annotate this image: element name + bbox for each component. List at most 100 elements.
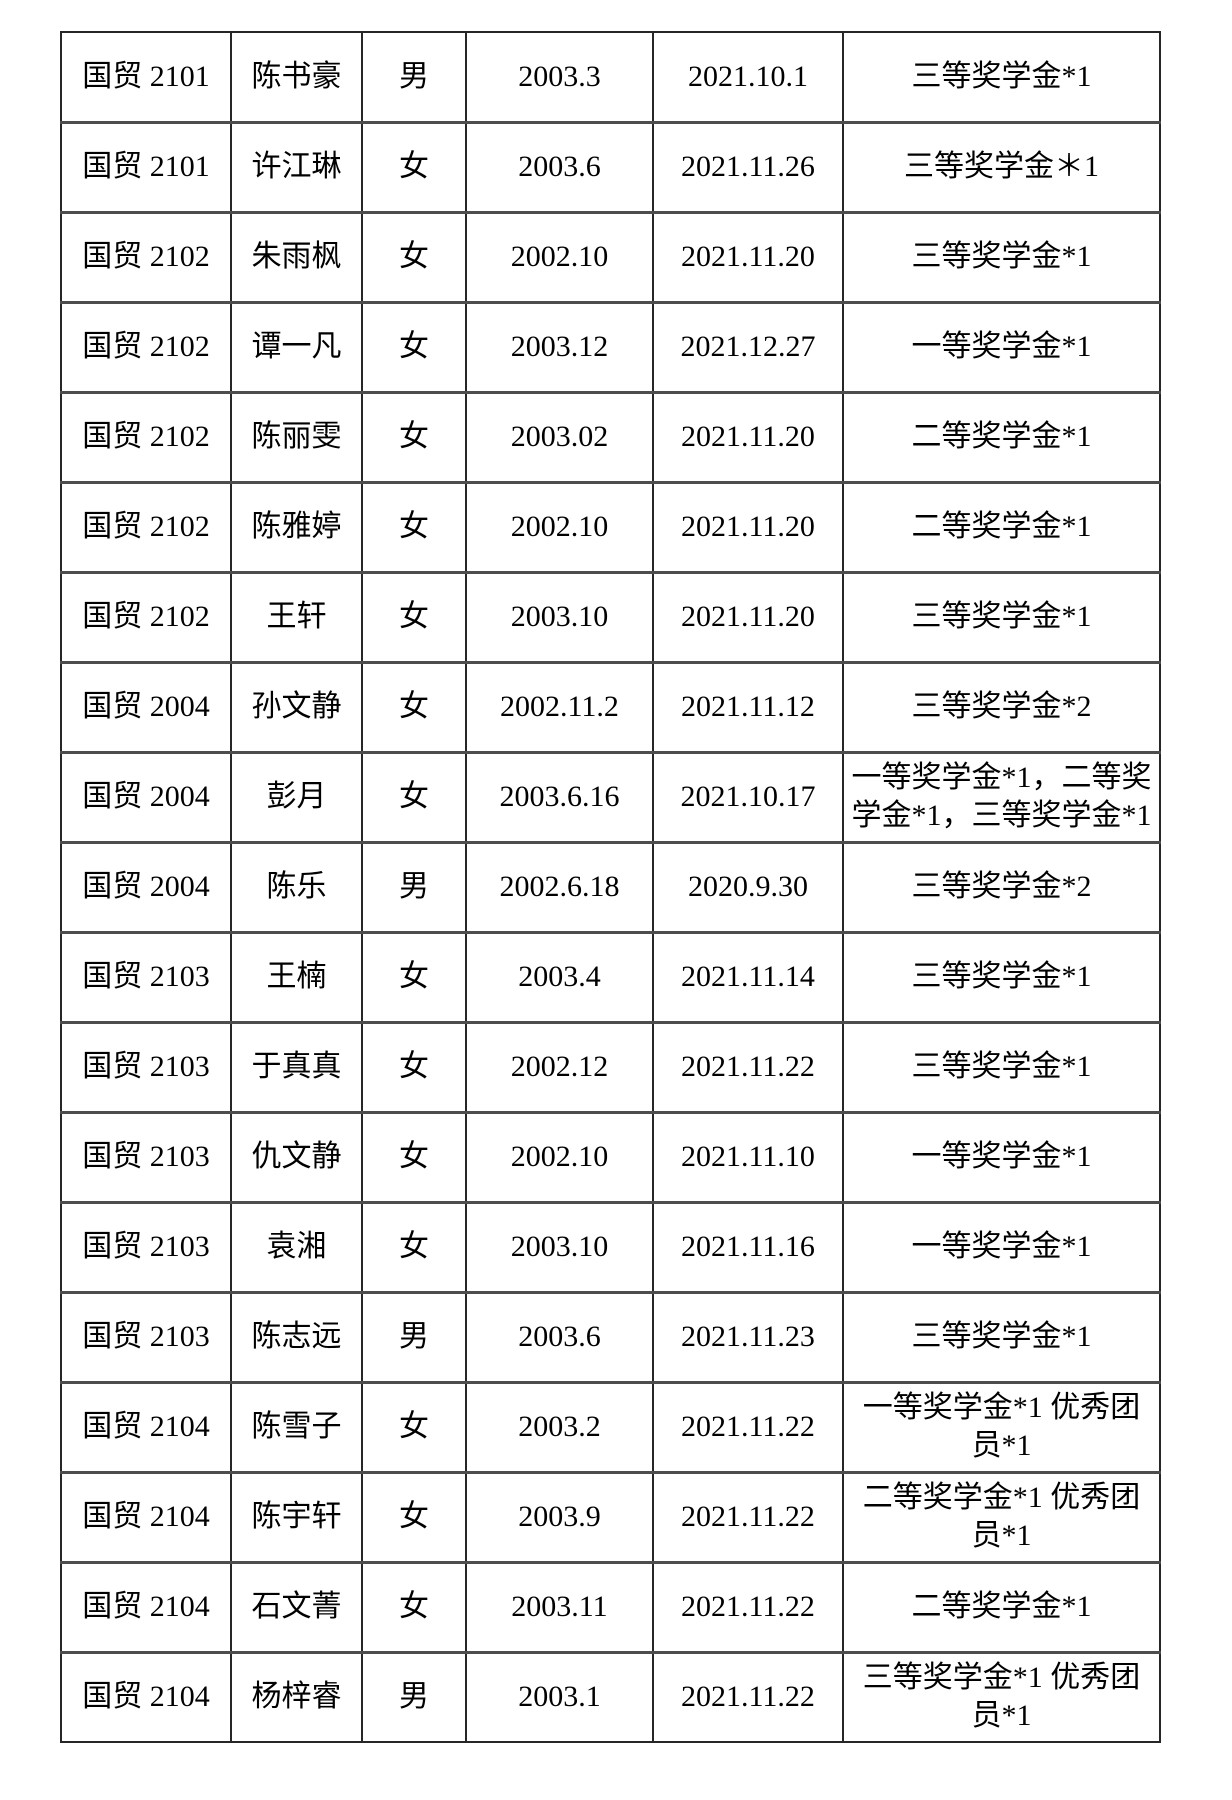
cell-gender: 女	[361, 480, 467, 574]
cell-name: 陈雪子	[230, 1380, 363, 1474]
table-row: 国贸 2004 孙文静 女 2002.11.2 2021.11.12 三等奖学金…	[60, 660, 1161, 754]
cell-award-date: 2021.11.20	[652, 480, 844, 574]
cell-name: 于真真	[230, 1020, 363, 1114]
cell-name: 袁湘	[230, 1200, 363, 1294]
cell-class: 国贸 2101	[60, 120, 232, 214]
table-row: 国贸 2004 彭月 女 2003.6.16 2021.10.17 一等奖学金*…	[60, 750, 1161, 844]
cell-name: 陈乐	[230, 840, 363, 934]
cell-award-date: 2021.11.16	[652, 1200, 844, 1294]
cell-name: 陈丽雯	[230, 390, 363, 484]
cell-gender: 女	[361, 660, 467, 754]
table-row: 国贸 2101 许江琳 女 2003.6 2021.11.26 三等奖学金＊1	[60, 120, 1161, 214]
cell-class: 国贸 2103	[60, 1020, 232, 1114]
cell-birth-date: 2002.12	[465, 1020, 654, 1114]
cell-birth-date: 2003.12	[465, 300, 654, 394]
cell-birth-date: 2003.10	[465, 570, 654, 664]
cell-name: 谭一凡	[230, 300, 363, 394]
cell-gender: 男	[361, 840, 467, 934]
cell-gender: 女	[361, 120, 467, 214]
cell-name: 陈志远	[230, 1290, 363, 1384]
cell-name: 陈宇轩	[230, 1470, 363, 1564]
cell-class: 国贸 2102	[60, 480, 232, 574]
cell-gender: 女	[361, 390, 467, 484]
cell-birth-date: 2003.6.16	[465, 750, 654, 844]
cell-award-date: 2021.11.23	[652, 1290, 844, 1384]
cell-name: 朱雨枫	[230, 210, 363, 304]
cell-award-date: 2021.11.22	[652, 1470, 844, 1564]
cell-awards: 三等奖学金＊1	[842, 120, 1161, 214]
cell-awards: 二等奖学金*1	[842, 390, 1161, 484]
cell-name: 王轩	[230, 570, 363, 664]
cell-award-date: 2021.11.22	[652, 1650, 844, 1743]
cell-award-date: 2021.11.22	[652, 1380, 844, 1474]
cell-birth-date: 2003.6	[465, 120, 654, 214]
table-row: 国贸 2102 王轩 女 2003.10 2021.11.20 三等奖学金*1	[60, 570, 1161, 664]
cell-gender: 男	[361, 1650, 467, 1743]
cell-name: 陈雅婷	[230, 480, 363, 574]
cell-birth-date: 2003.02	[465, 390, 654, 484]
table-row: 国贸 2104 杨梓睿 男 2003.1 2021.11.22 三等奖学金*1 …	[60, 1650, 1161, 1743]
cell-birth-date: 2002.6.18	[465, 840, 654, 934]
cell-gender: 男	[361, 1290, 467, 1384]
cell-award-date: 2021.11.14	[652, 930, 844, 1024]
cell-class: 国贸 2104	[60, 1650, 232, 1743]
table-row: 国贸 2102 陈丽雯 女 2003.02 2021.11.20 二等奖学金*1	[60, 390, 1161, 484]
cell-gender: 女	[361, 1200, 467, 1294]
cell-class: 国贸 2102	[60, 210, 232, 304]
cell-class: 国贸 2104	[60, 1470, 232, 1564]
cell-awards: 三等奖学金*1	[842, 570, 1161, 664]
cell-class: 国贸 2101	[60, 31, 232, 124]
cell-class: 国贸 2103	[60, 930, 232, 1024]
cell-gender: 女	[361, 750, 467, 844]
cell-class: 国贸 2104	[60, 1380, 232, 1474]
table-row: 国贸 2102 谭一凡 女 2003.12 2021.12.27 一等奖学金*1	[60, 300, 1161, 394]
cell-award-date: 2021.10.1	[652, 31, 844, 124]
cell-awards: 三等奖学金*1	[842, 210, 1161, 304]
cell-name: 彭月	[230, 750, 363, 844]
cell-award-date: 2021.11.20	[652, 210, 844, 304]
cell-awards: 三等奖学金*1 优秀团员*1	[842, 1650, 1161, 1743]
cell-class: 国贸 2102	[60, 390, 232, 484]
cell-gender: 女	[361, 210, 467, 304]
cell-gender: 女	[361, 570, 467, 664]
cell-birth-date: 2002.10	[465, 210, 654, 304]
cell-class: 国贸 2103	[60, 1110, 232, 1204]
cell-name: 许江琳	[230, 120, 363, 214]
cell-award-date: 2021.11.22	[652, 1560, 844, 1654]
cell-gender: 女	[361, 300, 467, 394]
cell-award-date: 2021.12.27	[652, 300, 844, 394]
cell-award-date: 2020.9.30	[652, 840, 844, 934]
cell-name: 孙文静	[230, 660, 363, 754]
cell-class: 国贸 2004	[60, 750, 232, 844]
cell-gender: 女	[361, 1560, 467, 1654]
table-row: 国贸 2103 袁湘 女 2003.10 2021.11.16 一等奖学金*1	[60, 1200, 1161, 1294]
cell-awards: 一等奖学金*1	[842, 1200, 1161, 1294]
table-row: 国贸 2004 陈乐 男 2002.6.18 2020.9.30 三等奖学金*2	[60, 840, 1161, 934]
cell-award-date: 2021.11.12	[652, 660, 844, 754]
cell-award-date: 2021.10.17	[652, 750, 844, 844]
cell-award-date: 2021.11.20	[652, 570, 844, 664]
cell-awards: 二等奖学金*1	[842, 480, 1161, 574]
cell-awards: 一等奖学金*1	[842, 300, 1161, 394]
cell-class: 国贸 2103	[60, 1200, 232, 1294]
cell-gender: 女	[361, 1380, 467, 1474]
cell-awards: 三等奖学金*2	[842, 840, 1161, 934]
cell-award-date: 2021.11.26	[652, 120, 844, 214]
cell-award-date: 2021.11.10	[652, 1110, 844, 1204]
cell-awards: 一等奖学金*1，二等奖学金*1，三等奖学金*1	[842, 750, 1161, 844]
cell-birth-date: 2003.6	[465, 1290, 654, 1384]
cell-birth-date: 2003.3	[465, 31, 654, 124]
cell-birth-date: 2003.4	[465, 930, 654, 1024]
table-row: 国贸 2102 陈雅婷 女 2002.10 2021.11.20 二等奖学金*1	[60, 480, 1161, 574]
cell-gender: 女	[361, 1470, 467, 1564]
cell-awards: 二等奖学金*1	[842, 1560, 1161, 1654]
cell-birth-date: 2003.9	[465, 1470, 654, 1564]
cell-award-date: 2021.11.22	[652, 1020, 844, 1114]
cell-birth-date: 2002.11.2	[465, 660, 654, 754]
table-row: 国贸 2103 仇文静 女 2002.10 2021.11.10 一等奖学金*1	[60, 1110, 1161, 1204]
cell-birth-date: 2003.10	[465, 1200, 654, 1294]
table-row: 国贸 2103 陈志远 男 2003.6 2021.11.23 三等奖学金*1	[60, 1290, 1161, 1384]
cell-birth-date: 2002.10	[465, 1110, 654, 1204]
cell-class: 国贸 2102	[60, 570, 232, 664]
